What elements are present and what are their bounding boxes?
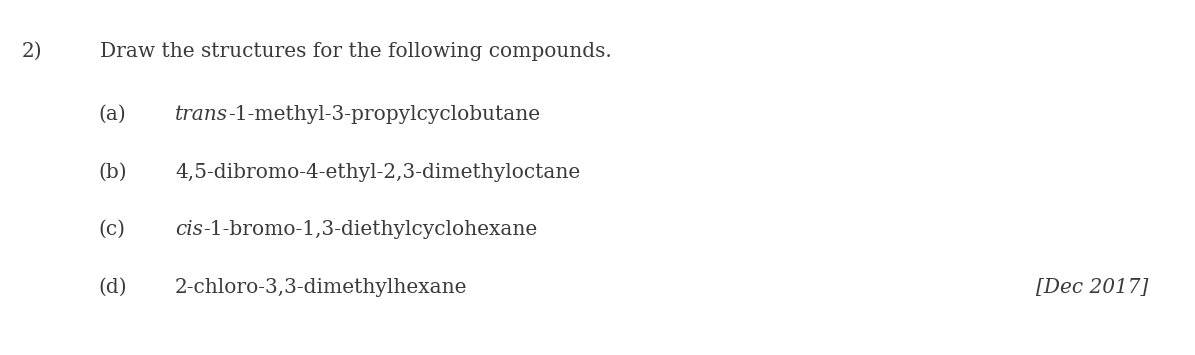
Text: [Dec 2017]: [Dec 2017] — [1036, 278, 1148, 297]
Text: (d): (d) — [98, 278, 127, 297]
Text: trans: trans — [174, 105, 228, 124]
Text: (b): (b) — [98, 163, 127, 182]
Text: -1-methyl-3-propylcyclobutane: -1-methyl-3-propylcyclobutane — [228, 105, 540, 124]
Text: (a): (a) — [98, 105, 125, 124]
Text: Draw the structures for the following compounds.: Draw the structures for the following co… — [100, 42, 612, 61]
Text: 2-chloro-3,3-dimethylhexane: 2-chloro-3,3-dimethylhexane — [174, 278, 467, 297]
Text: 4,5-dibromo-4-ethyl-2,3-dimethyloctane: 4,5-dibromo-4-ethyl-2,3-dimethyloctane — [174, 163, 581, 182]
Text: -1-bromo-1,3-diethylcyclohexane: -1-bromo-1,3-diethylcyclohexane — [203, 220, 538, 239]
Text: cis: cis — [174, 220, 203, 239]
Text: 2): 2) — [22, 42, 43, 61]
Text: (c): (c) — [98, 220, 125, 239]
